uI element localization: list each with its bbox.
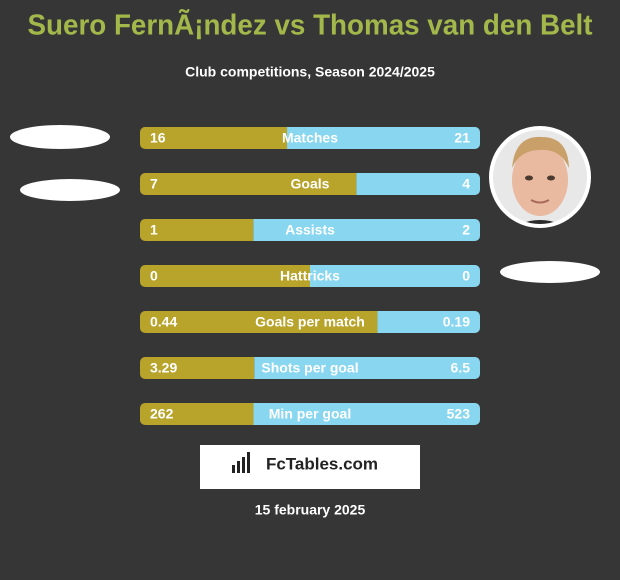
- left-value: 262: [150, 406, 174, 422]
- bar-left: [140, 403, 254, 425]
- stat-label: Matches: [282, 130, 338, 146]
- bar-right: [253, 403, 480, 425]
- title: Suero FernÃ¡ndez vs Thomas van den Belt: [28, 8, 593, 42]
- bar-left: [140, 265, 310, 287]
- bar-left: [140, 127, 288, 149]
- date: 15 february 2025: [255, 502, 366, 518]
- logo-box: [200, 445, 420, 489]
- bar-right: [254, 357, 480, 379]
- left-value: 16: [150, 130, 166, 146]
- bar-left: [140, 173, 357, 195]
- right-value: 6.5: [451, 360, 471, 376]
- left-value: 7: [150, 176, 158, 192]
- right-value: 2: [462, 222, 470, 238]
- stat-label: Shots per goal: [261, 360, 358, 376]
- bar-left: [140, 357, 255, 379]
- right-value: 4: [462, 176, 470, 192]
- bar-right: [310, 265, 480, 287]
- bar-left: [140, 219, 254, 241]
- stat-label: Goals per match: [255, 314, 365, 330]
- left-value: 0: [150, 268, 158, 284]
- right-value: 21: [454, 130, 470, 146]
- stat-label: Assists: [285, 222, 335, 238]
- left-value: 3.29: [150, 360, 177, 376]
- right-badge: [500, 261, 600, 283]
- stat-label: Goals: [291, 176, 330, 192]
- right-value: 0: [462, 268, 470, 284]
- bar-right: [253, 219, 480, 241]
- bar-right: [356, 173, 480, 195]
- subtitle: Club competitions, Season 2024/2025: [185, 64, 435, 80]
- bar-right: [287, 127, 480, 149]
- player-photo: [489, 126, 591, 228]
- bar-right: [377, 311, 480, 333]
- right-value: 0.19: [443, 314, 470, 330]
- bar-left: [140, 311, 378, 333]
- logo-icon: [232, 452, 250, 473]
- stat-label: Min per goal: [269, 406, 351, 422]
- logo-text: FcTables.com: [266, 454, 378, 473]
- stat-label: Hattricks: [280, 268, 340, 284]
- left-badge: [10, 125, 110, 149]
- left-value: 1: [150, 222, 158, 238]
- left-badge: [20, 179, 120, 201]
- right-value: 523: [447, 406, 471, 422]
- left-value: 0.44: [150, 314, 177, 330]
